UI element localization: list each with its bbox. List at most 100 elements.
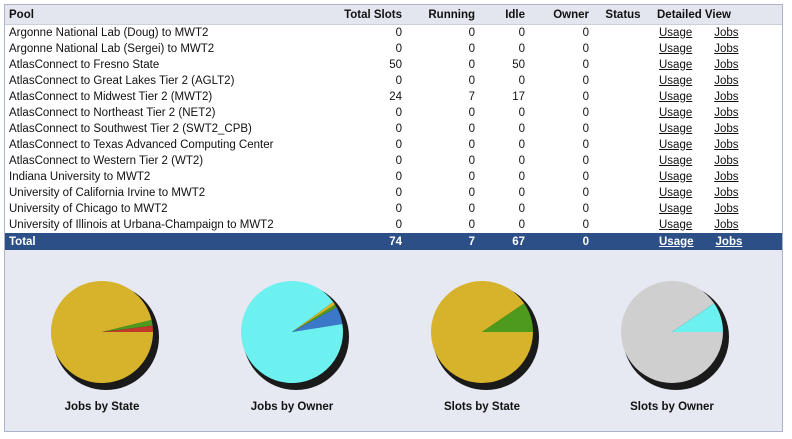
header-total-slots: Total Slots xyxy=(323,5,406,25)
jobs-link[interactable]: Jobs xyxy=(714,171,739,183)
idle-cell: 0 xyxy=(479,105,529,121)
status-cell xyxy=(593,185,653,201)
status-cell xyxy=(593,24,653,41)
running-cell: 0 xyxy=(406,41,479,57)
usage-link[interactable]: Usage xyxy=(659,59,693,71)
total-slots-cell: 0 xyxy=(323,73,406,89)
jobs-link[interactable]: Jobs xyxy=(714,123,739,135)
jobs-link[interactable]: Jobs xyxy=(714,59,739,71)
jobs-link[interactable]: Jobs xyxy=(714,139,739,151)
idle-cell: 0 xyxy=(479,121,529,137)
usage-link[interactable]: Usage xyxy=(659,235,694,248)
idle-cell: 50 xyxy=(479,57,529,73)
table-header-row: Pool Total Slots Running Idle Owner Stat… xyxy=(5,5,782,25)
usage-link[interactable]: Usage xyxy=(659,155,693,167)
pie-slice xyxy=(241,280,343,383)
total-slots-cell: 0 xyxy=(323,121,406,137)
detailed-view-cell: Usage Jobs xyxy=(653,185,782,201)
detailed-view-cell: Usage Jobs xyxy=(653,137,782,153)
status-cell xyxy=(593,137,653,153)
table-row: AtlasConnect to Northeast Tier 2 (NET2) 0… xyxy=(5,105,782,121)
jobs-link[interactable]: Jobs xyxy=(715,235,743,248)
usage-link[interactable]: Usage xyxy=(659,91,693,103)
header-detailed-view: Detailed View xyxy=(653,5,782,25)
usage-link[interactable]: Usage xyxy=(659,27,693,39)
table-row: AtlasConnect to Fresno State 50 0 50 0 Usage J… xyxy=(5,57,782,73)
detailed-view-cell: Usage Jobs xyxy=(653,73,782,89)
total-slots-cell: 0 xyxy=(323,153,406,169)
table-row: Argonne National Lab (Sergei) to MWT2 0 0 0… xyxy=(5,41,782,57)
jobs-link[interactable]: Jobs xyxy=(714,43,739,55)
table-row: AtlasConnect to Great Lakes Tier 2 (AGLT… xyxy=(5,73,782,89)
running-cell: 0 xyxy=(406,185,479,201)
pie-label: Slots by Owner xyxy=(630,401,714,413)
pie-chart-2: Slots by State xyxy=(387,274,577,431)
jobs-link[interactable]: Jobs xyxy=(714,219,739,231)
idle-cell: 0 xyxy=(479,169,529,185)
jobs-link[interactable]: Jobs xyxy=(714,203,739,215)
idle-cell: 67 xyxy=(479,233,529,250)
usage-link[interactable]: Usage xyxy=(659,43,693,55)
total-row: Total 74 7 67 0 Usage Jobs xyxy=(5,233,782,250)
jobs-link[interactable]: Jobs xyxy=(714,75,739,87)
usage-link[interactable]: Usage xyxy=(659,219,693,231)
running-cell: 0 xyxy=(406,217,479,233)
running-cell: 0 xyxy=(406,169,479,185)
table-row: University of Illinois at Urbana-Champai… xyxy=(5,217,782,233)
pie-slice xyxy=(621,280,723,383)
pie-slice xyxy=(292,307,343,332)
pool-name: University of California Irvine to MWT2 xyxy=(5,185,323,201)
status-cell xyxy=(593,201,653,217)
pool-name: AtlasConnect to Northeast Tier 2 (NET2) xyxy=(5,105,323,121)
pie-chart-0: Jobs by State xyxy=(7,274,197,431)
detailed-view-cell: Usage Jobs xyxy=(653,121,782,137)
status-cell xyxy=(593,121,653,137)
total-slots-cell: 0 xyxy=(323,41,406,57)
detailed-view-cell: Usage Jobs xyxy=(653,217,782,233)
pool-name: AtlasConnect to Fresno State xyxy=(5,57,323,73)
total-slots-cell: 24 xyxy=(323,89,406,105)
pool-name: AtlasConnect to Great Lakes Tier 2 (AGLT… xyxy=(5,73,323,89)
pie-label: Slots by State xyxy=(443,401,521,413)
pie-slice xyxy=(102,319,153,332)
pie-svg xyxy=(621,280,729,390)
jobs-link[interactable]: Jobs xyxy=(714,155,739,167)
pool-table: Pool Total Slots Running Idle Owner Stat… xyxy=(5,5,782,250)
usage-link[interactable]: Usage xyxy=(659,203,693,215)
pool-name: Total xyxy=(5,233,323,250)
detailed-view-cell: Usage Jobs xyxy=(653,24,782,41)
jobs-link[interactable]: Jobs xyxy=(714,27,739,39)
header-status: Status xyxy=(593,5,653,25)
header-running: Running xyxy=(406,5,479,25)
owner-cell: 0 xyxy=(529,41,593,57)
usage-link[interactable]: Usage xyxy=(659,75,693,87)
jobs-link[interactable]: Jobs xyxy=(714,187,739,199)
total-slots-cell: 0 xyxy=(323,169,406,185)
owner-cell: 0 xyxy=(529,169,593,185)
pool-name: Indiana University to MWT2 xyxy=(5,169,323,185)
jobs-link[interactable]: Jobs xyxy=(714,107,739,119)
running-cell: 0 xyxy=(406,105,479,121)
pie-chart-1: Jobs by Owner xyxy=(197,274,387,431)
pie-slice xyxy=(292,324,343,332)
total-slots-cell: 0 xyxy=(323,201,406,217)
detailed-view-cell: Usage Jobs xyxy=(653,57,782,73)
table-row: AtlasConnect to Texas Advanced Computing… xyxy=(5,137,782,153)
status-cell xyxy=(593,233,653,250)
idle-cell: 0 xyxy=(479,185,529,201)
total-slots-cell: 74 xyxy=(323,233,406,250)
usage-link[interactable]: Usage xyxy=(659,187,693,199)
usage-link[interactable]: Usage xyxy=(659,139,693,151)
idle-cell: 17 xyxy=(479,89,529,105)
usage-link[interactable]: Usage xyxy=(659,107,693,119)
idle-cell: 0 xyxy=(479,137,529,153)
jobs-link[interactable]: Jobs xyxy=(714,91,739,103)
total-slots-cell: 0 xyxy=(323,24,406,41)
running-cell: 0 xyxy=(406,121,479,137)
usage-link[interactable]: Usage xyxy=(659,123,693,135)
usage-link[interactable]: Usage xyxy=(659,171,693,183)
table-row: University of California Irvine to MWT2 0… xyxy=(5,185,782,201)
pie-slice xyxy=(482,303,533,332)
owner-cell: 0 xyxy=(529,217,593,233)
idle-cell: 0 xyxy=(479,201,529,217)
